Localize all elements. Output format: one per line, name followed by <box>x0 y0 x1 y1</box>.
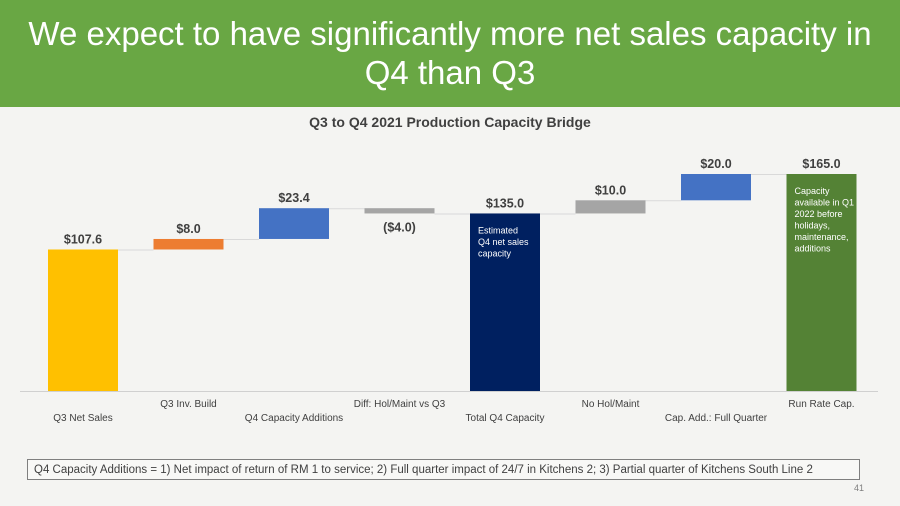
category-label-7: Cap. Add.: Full Quarter <box>665 413 768 424</box>
bar-annotation-line: available in Q1 <box>795 198 855 208</box>
data-label-4: ($4.0) <box>383 220 416 234</box>
data-label-6: $10.0 <box>595 183 626 197</box>
bar-6 <box>575 200 646 214</box>
data-label-5: $135.0 <box>486 196 524 210</box>
bar-annotation-line: Q4 net sales <box>478 237 529 247</box>
bar-annotation-line: Capacity <box>795 186 831 196</box>
category-label-2: Q3 Inv. Build <box>160 399 217 410</box>
footnote: Q4 Capacity Additions = 1) Net impact of… <box>27 459 860 480</box>
category-label-1: Q3 Net Sales <box>53 413 112 424</box>
bar-annotation-line: additions <box>795 244 832 254</box>
data-label-2: $8.0 <box>176 222 200 236</box>
bar-4 <box>364 208 435 214</box>
bar-annotation-line: capacity <box>478 248 512 258</box>
bar-annotation-line: maintenance, <box>795 232 849 242</box>
slide-title: We expect to have significantly more net… <box>28 15 872 91</box>
bar-8 <box>786 174 857 391</box>
category-label-8: Run Rate Cap. <box>788 399 854 410</box>
page-number: 41 <box>853 483 864 493</box>
data-label-8: $165.0 <box>802 157 840 171</box>
data-label-1: $107.6 <box>64 232 102 246</box>
category-label-3: Q4 Capacity Additions <box>245 413 343 424</box>
bar-3 <box>259 208 329 239</box>
bar-7 <box>681 174 751 201</box>
chart-title: Q3 to Q4 2021 Production Capacity Bridge <box>309 114 591 130</box>
bar-annotation-2: Capacity available in Q1 2022 before holida… <box>795 186 855 254</box>
data-label-3: $23.4 <box>278 191 309 205</box>
bar-5 <box>470 213 540 391</box>
category-label-6: No Hol/Maint <box>582 399 640 410</box>
slide-header: We expect to have significantly more net… <box>0 0 900 107</box>
bar-annotation-line: Estimated <box>478 225 518 235</box>
bar-annotation-line: holidays, <box>795 221 831 231</box>
bar-1 <box>48 249 118 391</box>
category-label-5: Total Q4 Capacity <box>466 413 545 424</box>
bar-2 <box>153 238 224 250</box>
bar-annotation-1: Estimated Q4 net sales capacity <box>478 225 529 258</box>
category-label-4: Diff: Hol/Maint vs Q3 <box>354 399 446 410</box>
bar-annotation-line: 2022 before <box>795 209 843 219</box>
data-label-7: $20.0 <box>700 157 731 171</box>
